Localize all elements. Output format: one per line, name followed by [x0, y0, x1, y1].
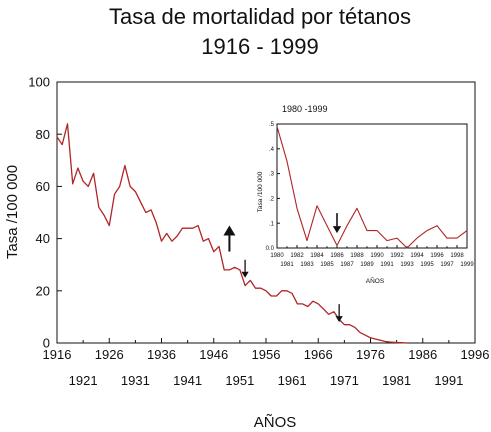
arrow-down-icon-head — [335, 316, 343, 323]
inset-series-line — [276, 126, 468, 249]
inset-x-tick-label: 1998 — [450, 253, 464, 259]
x-tick-label: 1916 — [43, 347, 72, 362]
x-tick-label-lower: 1971 — [330, 373, 359, 388]
inset-x-tick-label: 1982 — [290, 253, 304, 259]
arrow-down-icon — [241, 259, 249, 278]
inset-x-tick-label: 1988 — [350, 253, 364, 259]
inset-x-tick-label: 1990 — [370, 253, 384, 259]
x-tick-label: 1996 — [461, 347, 490, 362]
inset-plot: 0.0 .1 .2 .3 .4 .5 1980 1982 1984 1986 1988 1990 199… — [266, 122, 475, 268]
x-tick-label-lower: 1991 — [434, 373, 463, 388]
inset-x-tick-label-lower: 1989 — [360, 262, 374, 268]
x-tick-label-lower: 1931 — [121, 373, 150, 388]
inset-x-tick-label: 1984 — [310, 253, 324, 259]
inset-plot-frame — [276, 123, 468, 249]
x-tick-label: 1966 — [304, 347, 333, 362]
inset-x-tick-label: 1996 — [430, 253, 444, 259]
y-tick-label: 100 — [28, 75, 50, 90]
x-tick-label: 1926 — [95, 347, 124, 362]
inset-y-tick-label: .1 — [269, 221, 275, 227]
y-tick-label: 60 — [36, 179, 50, 194]
arrow-up-icon-head — [223, 225, 236, 236]
inset-x-tick-label-lower: 1983 — [300, 262, 314, 268]
x-tick-label: 1946 — [199, 347, 228, 362]
inset-x-tick-label-lower: 1999 — [460, 262, 474, 268]
inset-x-tick-label-lower: 1985 — [320, 262, 334, 268]
inset-y-tick-label: .3 — [269, 172, 275, 178]
inset-x-axis-title: AÑOS — [366, 276, 385, 285]
inset-y-tick-label: .5 — [269, 122, 275, 128]
inset-x-tick-label: 1986 — [330, 253, 344, 259]
x-axis-title: AÑOS — [254, 414, 297, 431]
series-line — [56, 123, 408, 344]
inset-y-axis-title: Tasa /100 000 — [257, 171, 264, 212]
inset-x-tick-label-lower: 1987 — [340, 262, 354, 268]
y-axis-title: Tasa /100 000 — [4, 165, 21, 259]
inset-arrow-down-icon-head — [332, 226, 342, 234]
inset-x-tick-label-lower: 1981 — [280, 262, 294, 268]
inset-arrow-down-icon — [332, 213, 342, 234]
inset-y-tick-label: .4 — [269, 147, 275, 153]
inset-title: 1980 -1999 — [282, 104, 328, 114]
inset-x-tick-label-lower: 1997 — [440, 262, 454, 268]
y-tick-label: 20 — [36, 283, 50, 298]
arrow-down-icon-head — [241, 271, 249, 278]
inset-y-tick-label: 0.0 — [266, 246, 275, 252]
inset-y-tick-label: .2 — [269, 197, 275, 203]
inset-x-tick-label: 1992 — [390, 253, 404, 259]
main-plot: 0 20 40 60 80 100 1916 1926 1936 1946 1956 1966 1976… — [28, 75, 489, 388]
x-tick-label-lower: 1981 — [382, 373, 411, 388]
x-tick-label-lower: 1921 — [69, 373, 98, 388]
inset-x-tick-label: 1980 — [270, 253, 284, 259]
inset-x-tick-label: 1994 — [410, 253, 424, 259]
chart-title: Tasa de mortalidad por tétanos — [109, 4, 411, 29]
x-tick-label: 1956 — [252, 347, 281, 362]
x-tick-label: 1936 — [147, 347, 176, 362]
y-tick-label: 0 — [43, 336, 50, 351]
inset-x-tick-label-lower: 1993 — [400, 262, 414, 268]
inset-x-tick-label-lower: 1991 — [380, 262, 394, 268]
y-tick-label: 40 — [36, 231, 50, 246]
y-tick-label: 80 — [36, 127, 50, 142]
arrow-up-icon — [223, 225, 236, 252]
x-tick-label: 1986 — [408, 347, 437, 362]
arrow-down-icon — [335, 304, 343, 323]
chart-subtitle: 1916 - 1999 — [201, 34, 318, 59]
inset-x-tick-label-lower: 1995 — [420, 262, 434, 268]
x-tick-label: 1976 — [356, 347, 385, 362]
x-tick-label-lower: 1951 — [225, 373, 254, 388]
x-tick-label-lower: 1941 — [173, 373, 202, 388]
x-tick-label-lower: 1961 — [278, 373, 307, 388]
